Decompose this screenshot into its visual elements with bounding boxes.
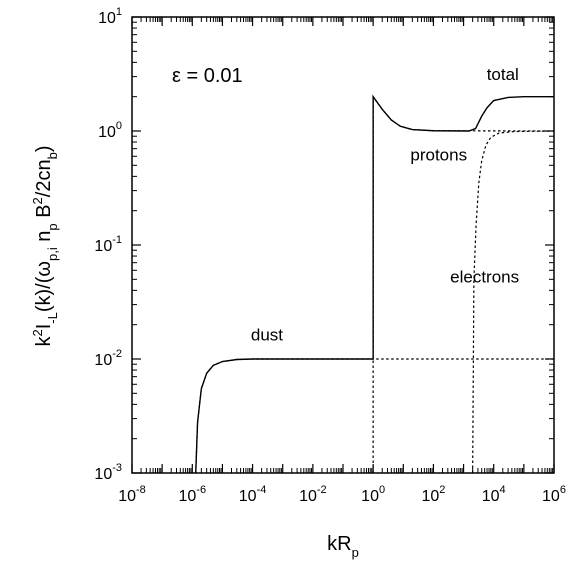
y-tick-label: 101 <box>98 6 122 27</box>
x-tick-label: 102 <box>421 484 445 505</box>
major-ticks <box>131 16 555 474</box>
annotations: total protons electrons dust <box>251 65 519 345</box>
x-axis-title: kRp <box>327 533 359 560</box>
x-tick-labels: 10-8 10-6 10-4 10-2 100 102 104 106 <box>118 484 566 505</box>
x-tick-label: 10-6 <box>178 484 206 505</box>
y-axis-title: k2I-L(k)/(ωp,i np B2/2cnb) <box>30 145 60 346</box>
series-line-dust <box>195 358 554 474</box>
series-group <box>195 94 555 474</box>
series-label-electrons: electrons <box>450 267 519 286</box>
series-line-protons <box>372 94 555 473</box>
parameter-label: ε = 0.01 <box>172 65 243 87</box>
series-label-protons: protons <box>410 146 467 165</box>
x-tick-label: 10-2 <box>299 484 327 505</box>
x-tick-label: 10-8 <box>118 484 146 505</box>
series-line-electrons <box>472 130 555 474</box>
y-tick-label: 10-1 <box>94 234 122 255</box>
series-label-dust: dust <box>251 326 283 345</box>
x-tick-label: 104 <box>482 484 506 505</box>
y-tick-label: 10-2 <box>94 348 122 369</box>
series-line-total <box>195 94 554 474</box>
x-tick-label: 100 <box>361 484 385 505</box>
x-tick-label: 10-4 <box>239 484 267 505</box>
y-tick-label: 100 <box>98 120 122 141</box>
y-tick-labels: 10-3 10-2 10-1 100 101 <box>94 6 122 483</box>
x-tick-label: 106 <box>542 484 566 505</box>
series-label-total: total <box>487 65 519 84</box>
y-tick-label: 10-3 <box>94 462 122 483</box>
